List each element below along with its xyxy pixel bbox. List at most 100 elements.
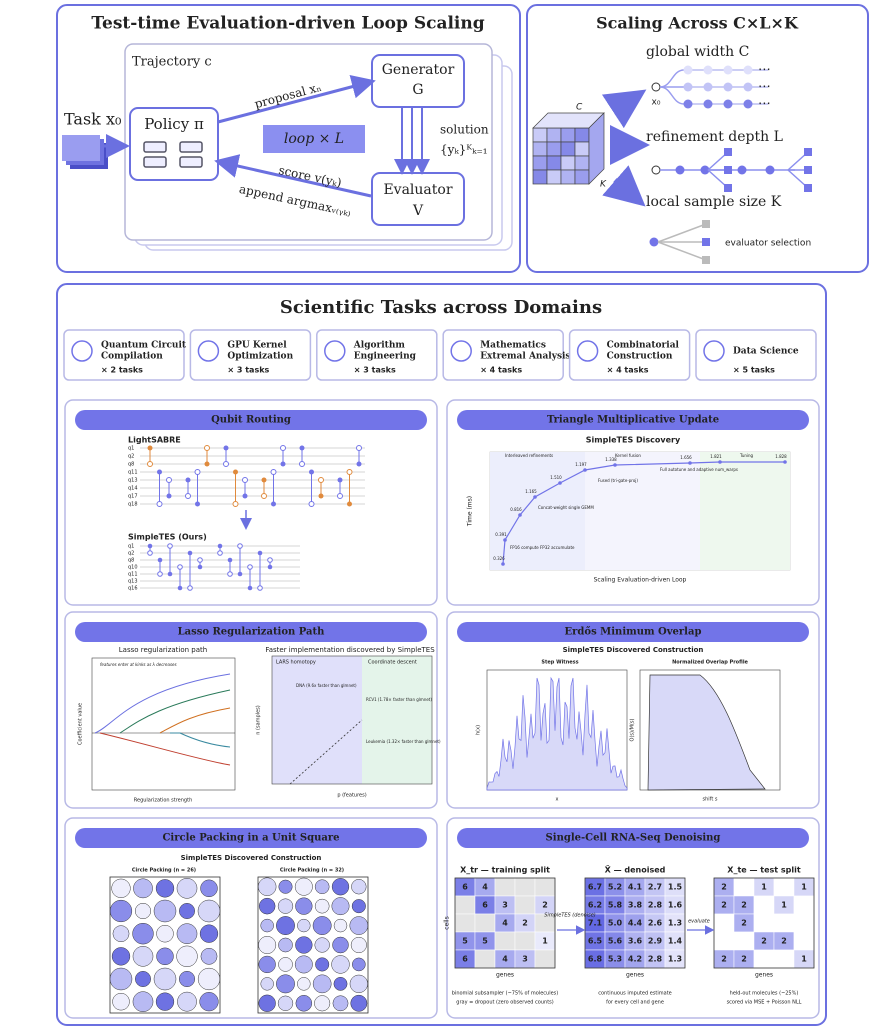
circle [257,877,277,896]
circle [349,916,369,935]
cell [753,913,775,933]
path-curve [170,732,231,748]
label: Concat-weight single GEMM [538,505,594,510]
domain-icon [450,340,472,362]
domain-name: Combinatorial [607,341,680,351]
cell-value: 3 [522,955,528,964]
label: X_te — test split [727,866,801,875]
gate [185,493,191,499]
cube-cell [560,169,576,185]
domain-card [442,329,564,381]
circle [156,947,174,966]
point [533,495,537,499]
label: genes [755,972,773,979]
cell-value: 7.1 [588,919,603,928]
cell [773,913,795,933]
circle [112,925,130,943]
icon [179,141,203,153]
circle [276,916,295,935]
label: binomial subsampler (~75% of molecules) [452,991,558,997]
circle [134,902,152,920]
cube-cell [532,141,548,157]
circle [295,995,313,1012]
gate [247,564,253,570]
circle [351,899,366,914]
label: LightSABRE [128,436,181,445]
label: 1.338 [605,457,617,462]
cell [514,877,536,897]
cell-value: 2 [741,955,747,964]
gate [337,477,343,483]
label: n (samples) [256,705,262,734]
line [602,165,646,207]
domain-name: Mathematics [480,341,546,351]
node [703,99,713,109]
cube-cell [532,155,548,171]
label: X_tr — training split [460,866,550,875]
gate [204,445,210,451]
path-curve [94,673,231,734]
domain-card [695,329,817,381]
circle [297,977,311,991]
circle [312,916,332,935]
gate [309,469,314,475]
cell-value: 3.8 [628,901,643,910]
node [723,65,733,75]
node [651,165,661,175]
cell-value: 5 [482,937,488,946]
subpanel-header [457,410,809,430]
circle [315,957,330,972]
gate [157,469,162,475]
label: 0.816 [510,507,522,512]
domain-icon [703,340,725,362]
gate [157,557,163,563]
box [585,452,700,570]
gate [194,469,201,475]
circle [156,924,174,943]
line [657,223,707,243]
label: DNA (9.6x faster than glmnet) [296,683,357,688]
gate [237,543,243,549]
cell [773,877,795,897]
cube-cell [560,141,576,157]
path-curve [99,732,231,766]
circle [333,918,348,933]
cell-value: 2 [781,937,787,946]
cell [534,949,556,969]
cell-value: 2 [741,901,747,910]
domain-card [63,329,185,381]
gate [299,445,305,451]
circle [153,899,177,923]
gate [232,501,239,507]
cell-value: 6.2 [588,901,602,910]
label: 0.391 [495,532,507,537]
gate [195,501,200,507]
label: shift s [703,797,718,803]
gate [261,493,267,499]
circle [314,995,331,1012]
label: Step Witness [541,660,578,666]
node [737,165,747,175]
label: q13 [128,579,138,585]
circle [312,974,332,994]
node [675,165,685,175]
node [723,99,733,109]
point [783,460,787,464]
cell-value: 5.8 [608,901,623,910]
subpanel-title: Circle Packing in a Unit Square [162,833,339,844]
gate [337,493,343,499]
label: evaluate [688,919,710,925]
label: SimpleTES (Ours) [128,533,207,542]
gate [299,461,305,467]
cell-value: 2 [522,919,528,928]
cell [753,895,775,915]
domain-card [568,329,691,381]
line [657,241,707,261]
circle [297,918,311,933]
circle [278,879,293,894]
gate [177,585,183,591]
circle [200,947,218,965]
gate [187,550,193,556]
gate [242,493,248,499]
